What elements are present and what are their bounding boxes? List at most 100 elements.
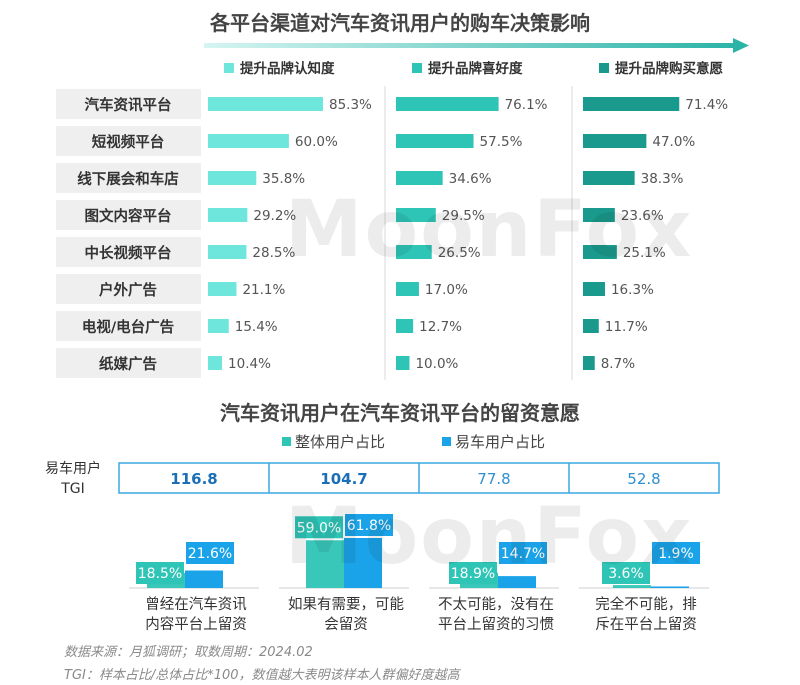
bar bbox=[583, 282, 605, 296]
data-label: 25.1% bbox=[623, 245, 666, 261]
tgi-row-label: TGI bbox=[60, 481, 85, 497]
bar bbox=[583, 171, 635, 185]
data-label: 10.0% bbox=[415, 356, 458, 372]
category-label: 平台上留资的习惯 bbox=[438, 616, 554, 633]
data-label: 17.0% bbox=[425, 282, 468, 298]
category-label: 曾经在汽车资讯 bbox=[145, 596, 247, 613]
category-label-bg bbox=[56, 348, 201, 378]
data-label: 21.1% bbox=[242, 282, 285, 298]
category-label: 会留资 bbox=[324, 616, 368, 633]
bar bbox=[396, 319, 414, 333]
data-label: 29.5% bbox=[442, 208, 485, 224]
category-label: 图文内容平台 bbox=[85, 207, 172, 225]
data-label: 85.3% bbox=[329, 97, 372, 113]
footnote-source: 数据来源：月狐调研；取数周期：2024.02 bbox=[64, 645, 313, 660]
tgi-value: 52.8 bbox=[627, 470, 660, 488]
category-label: 纸媒广告 bbox=[99, 355, 157, 373]
data-label: 60.0% bbox=[295, 134, 338, 150]
data-label: 11.7% bbox=[605, 319, 648, 335]
category-label: 中长视频平台 bbox=[85, 244, 172, 262]
bar bbox=[208, 134, 289, 148]
data-label: 18.5% bbox=[138, 566, 182, 582]
category-label: 短视频平台 bbox=[92, 133, 165, 151]
legend-swatch bbox=[224, 63, 234, 73]
legend-swatch bbox=[599, 63, 609, 73]
bar bbox=[583, 245, 617, 259]
bar bbox=[396, 171, 443, 185]
data-label: 34.6% bbox=[449, 171, 492, 187]
data-label: 23.6% bbox=[621, 208, 664, 224]
category-label: 斥在平台上留资 bbox=[595, 616, 697, 633]
category-label: 内容平台上留资 bbox=[145, 616, 247, 633]
data-label: 29.2% bbox=[253, 208, 296, 224]
bar bbox=[583, 319, 599, 333]
category-label-bg bbox=[56, 237, 201, 267]
bar bbox=[208, 356, 223, 370]
category-label: 不太可能，没有在 bbox=[438, 596, 554, 613]
moonfox-watermark-top: MoonFox bbox=[285, 185, 694, 275]
category-label: 电视/电台广告 bbox=[82, 318, 174, 336]
bar bbox=[208, 245, 247, 259]
tgi-value: 104.7 bbox=[320, 470, 367, 488]
bar bbox=[185, 570, 223, 588]
data-label: 12.7% bbox=[419, 319, 462, 335]
bar bbox=[651, 586, 689, 588]
bar bbox=[583, 208, 615, 222]
tgi-value: 77.8 bbox=[477, 470, 510, 488]
bar bbox=[396, 97, 499, 111]
category-label-bg bbox=[56, 126, 201, 156]
category-label-bg bbox=[56, 274, 201, 304]
data-label: 26.5% bbox=[438, 245, 481, 261]
bar bbox=[583, 356, 595, 370]
bar bbox=[147, 573, 185, 588]
bar bbox=[396, 134, 474, 148]
data-label: 15.4% bbox=[235, 319, 278, 335]
data-label: 28.5% bbox=[252, 245, 295, 261]
bar bbox=[208, 171, 257, 185]
bar bbox=[396, 245, 432, 259]
data-label-badge bbox=[186, 542, 234, 564]
data-label: 47.0% bbox=[652, 134, 695, 150]
category-label-bg bbox=[56, 89, 201, 119]
data-label: 76.1% bbox=[505, 97, 548, 113]
data-label: 16.3% bbox=[611, 282, 654, 298]
category-label: 如果有需要，可能 bbox=[288, 596, 404, 613]
bar bbox=[208, 319, 229, 333]
tgi-table bbox=[118, 462, 720, 494]
bar bbox=[613, 585, 651, 588]
tgi-row-label: 易车用户 bbox=[45, 460, 101, 477]
legend-label: 易车用户占比 bbox=[455, 433, 545, 451]
bar bbox=[208, 97, 323, 111]
bar bbox=[396, 282, 419, 296]
chart-title: 汽车资讯用户在汽车资讯平台的留资意愿 bbox=[220, 401, 580, 425]
data-label: 57.5% bbox=[480, 134, 523, 150]
tgi-value: 116.8 bbox=[170, 470, 217, 488]
category-label: 线下展会和车店 bbox=[77, 170, 179, 188]
data-label: 21.6% bbox=[188, 546, 232, 562]
data-label: 35.8% bbox=[262, 171, 305, 187]
bar bbox=[208, 282, 237, 296]
legend-label: 提升品牌喜好度 bbox=[428, 60, 523, 77]
category-label: 完全不可能，排 bbox=[595, 595, 697, 613]
legend-label: 提升品牌购买意愿 bbox=[615, 60, 723, 77]
data-label: 8.7% bbox=[601, 356, 635, 372]
category-label-bg bbox=[56, 163, 201, 193]
legend-swatch bbox=[282, 437, 291, 446]
bar bbox=[208, 208, 248, 222]
bar bbox=[396, 356, 410, 370]
footnote-tgi: TGI：样本占比/总体占比*100，数值越大表明该样本人群偏好度越高 bbox=[64, 668, 460, 683]
arrow-head-icon bbox=[733, 38, 749, 53]
category-label-bg bbox=[56, 200, 201, 230]
bar bbox=[583, 97, 680, 111]
bar bbox=[396, 208, 436, 222]
legend-label: 提升品牌认知度 bbox=[240, 60, 335, 77]
data-label-badge bbox=[136, 562, 184, 584]
moonfox-watermark-bottom: MoonFox bbox=[285, 492, 694, 582]
category-label: 户外广告 bbox=[99, 281, 157, 299]
arrow-shaft bbox=[204, 43, 736, 48]
category-label-bg bbox=[56, 311, 201, 341]
legend-swatch bbox=[412, 63, 422, 73]
chart-title: 各平台渠道对汽车资讯用户的购车决策影响 bbox=[209, 11, 590, 35]
legend-label: 整体用户占比 bbox=[295, 433, 385, 451]
